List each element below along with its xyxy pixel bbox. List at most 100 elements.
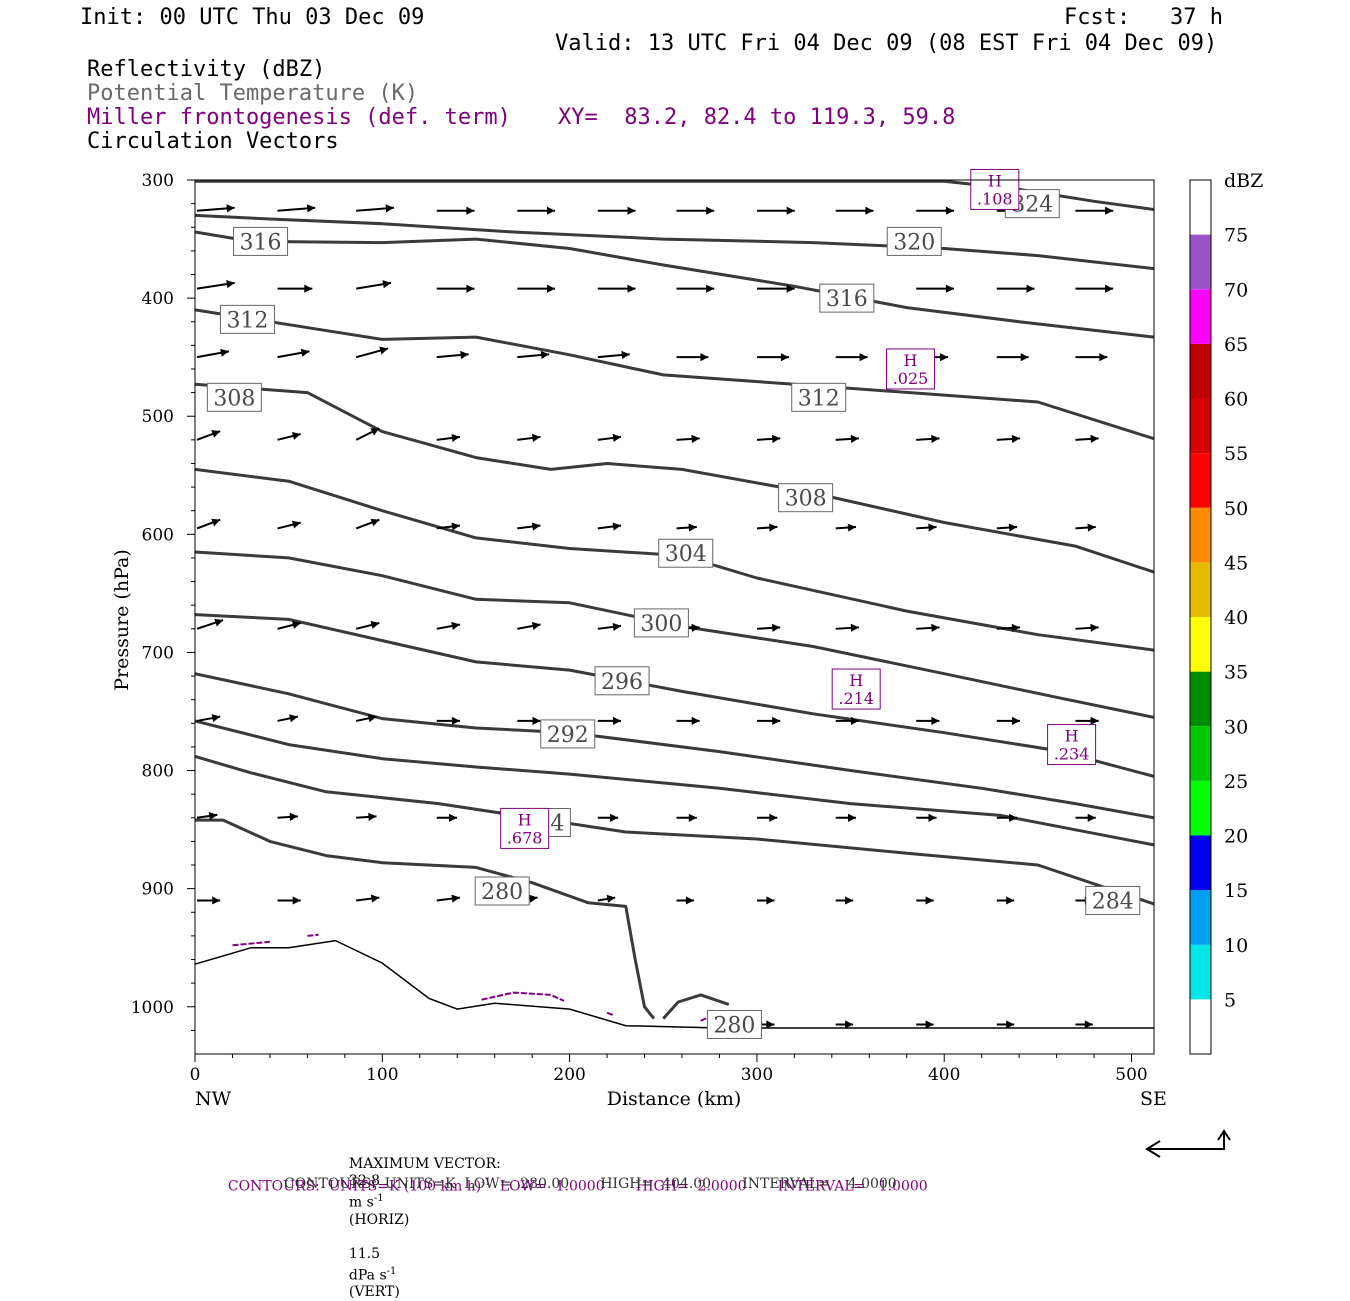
vector-head bbox=[451, 894, 460, 903]
theta-label: 296 bbox=[594, 666, 650, 696]
circulation-vector bbox=[757, 206, 795, 215]
vector-head bbox=[627, 284, 636, 293]
vector-head bbox=[772, 716, 781, 725]
theta-label: 292 bbox=[540, 719, 596, 749]
vector-head bbox=[847, 523, 856, 532]
vector-head bbox=[928, 813, 937, 822]
max-horizontal-value: 32.8 bbox=[348, 1173, 381, 1189]
vector-head bbox=[706, 206, 715, 215]
circulation-vector bbox=[1156, 896, 1173, 904]
circulation-vector bbox=[277, 520, 301, 530]
colorbar-segment bbox=[1190, 234, 1211, 290]
circulation-vector bbox=[356, 812, 377, 821]
circulation-vector bbox=[835, 813, 857, 822]
vector-head bbox=[1008, 523, 1018, 532]
colorbar-segment bbox=[1190, 890, 1211, 945]
circulation-vector bbox=[1156, 524, 1176, 532]
vector-head bbox=[1165, 1020, 1173, 1028]
circulation-vector bbox=[597, 716, 622, 725]
vector-head bbox=[780, 353, 789, 362]
vector-head bbox=[449, 813, 458, 822]
circulation-vector bbox=[355, 714, 377, 723]
vector-head bbox=[786, 206, 795, 215]
vector-head bbox=[368, 812, 377, 821]
colorbar-label: 55 bbox=[1224, 443, 1248, 465]
axes: 300 400 500 600 700 800 900 1000 0 100 200 300 400 50… bbox=[131, 171, 1148, 1085]
y-tick-label: 300 bbox=[142, 171, 174, 191]
frontogenesis-max-label: H bbox=[988, 171, 1002, 190]
vector-head bbox=[532, 522, 541, 531]
colorbar: 75 70 65 60 55 50 45 40 35 30 25 20 15 10 5 bbox=[1189, 179, 1248, 1055]
circulation-vector bbox=[835, 206, 874, 215]
circulation-vector bbox=[1075, 813, 1096, 822]
vector-head bbox=[211, 518, 221, 527]
vector-head bbox=[627, 206, 636, 215]
frontogenesis-contour bbox=[307, 933, 319, 937]
theta-label-box bbox=[791, 382, 847, 412]
theta-line-292 bbox=[195, 672, 1154, 820]
vector-head bbox=[379, 346, 389, 355]
vector-head bbox=[1009, 813, 1018, 822]
theta-label-text: 308 bbox=[785, 487, 827, 512]
frontogenesis-contour bbox=[606, 1011, 614, 1016]
x-tick-label: 200 bbox=[553, 1065, 585, 1085]
circulation-vector bbox=[1156, 285, 1194, 293]
vector-head bbox=[772, 623, 781, 632]
vector-head bbox=[691, 434, 700, 443]
circulation-vector bbox=[196, 280, 235, 290]
theta-label-box bbox=[886, 226, 942, 256]
circulation-vector bbox=[436, 350, 469, 360]
vector-head bbox=[691, 623, 700, 632]
circulation-vector bbox=[996, 1020, 1015, 1029]
vector-head bbox=[292, 432, 301, 440]
circulation-vector bbox=[436, 522, 461, 531]
frontogenesis-max-box bbox=[500, 807, 550, 849]
y-tick-label: 400 bbox=[142, 289, 174, 309]
vector-head bbox=[531, 621, 541, 630]
circulation-vector bbox=[1075, 284, 1114, 293]
theta-label-box bbox=[1085, 885, 1141, 915]
theta-label: 320 bbox=[886, 226, 942, 256]
circulation-vector bbox=[916, 896, 934, 905]
circulation-vector bbox=[517, 350, 550, 360]
circulation-vector bbox=[916, 434, 940, 443]
contour-info-theta: CONTOURS: UNITS=K LOW= 280.00 HIGH= 404.… bbox=[284, 1176, 897, 1192]
circulation-vector bbox=[1156, 207, 1194, 215]
vector-head bbox=[1006, 896, 1015, 905]
contour-info-frontogenesis-units: CONTOURS: UNITS=K (100 km h) bbox=[227, 1178, 482, 1195]
circulation-vector bbox=[517, 621, 541, 630]
vector-head bbox=[211, 430, 221, 438]
frontogenesis-max: H.678 bbox=[500, 807, 550, 849]
max-vertical-unit: dPa s bbox=[348, 1267, 387, 1284]
circulation-vector bbox=[916, 813, 937, 822]
circulation-vector bbox=[517, 522, 541, 531]
vector-head bbox=[925, 896, 934, 905]
vector-head bbox=[1011, 434, 1020, 443]
circulation-vector bbox=[436, 206, 475, 215]
vector-head bbox=[451, 621, 460, 630]
circulation-vector bbox=[597, 350, 630, 360]
contour-info-frontogenesis-range: LOW= 1.0000 HIGH= 2.0000 INTERVAL= 1.000… bbox=[490, 1178, 928, 1195]
vector-head bbox=[940, 353, 949, 362]
vector-head bbox=[370, 518, 380, 527]
colorbar-label: 25 bbox=[1224, 771, 1248, 793]
circulation-vector bbox=[916, 284, 954, 293]
colorbar-label: 45 bbox=[1224, 552, 1248, 574]
circulation-vector bbox=[676, 523, 697, 532]
vector-head bbox=[606, 894, 616, 903]
x-tick-label: 400 bbox=[928, 1065, 960, 1085]
colorbar-segment bbox=[1190, 835, 1211, 891]
y-tick-label: 900 bbox=[142, 880, 174, 900]
vector-head bbox=[226, 204, 235, 213]
vector-head bbox=[845, 896, 854, 905]
vector-head bbox=[211, 714, 221, 723]
circulation-vector bbox=[597, 433, 622, 442]
x-end-label-right: SE bbox=[1140, 1088, 1167, 1110]
circulation-vector bbox=[1156, 717, 1179, 725]
vector-head bbox=[1171, 624, 1179, 632]
theta-label-text: 280 bbox=[713, 1013, 755, 1038]
vector-head bbox=[850, 716, 859, 725]
circulation-vector bbox=[277, 284, 313, 293]
frontogenesis-contour bbox=[232, 940, 270, 947]
